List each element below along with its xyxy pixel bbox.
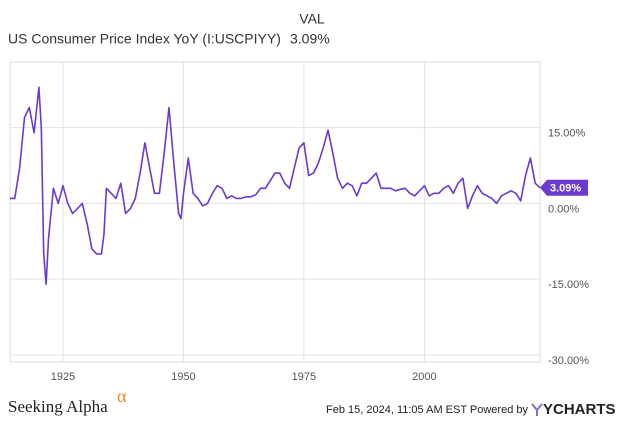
provider: YCHARTS [543, 401, 616, 418]
value-column-header: VAL [299, 11, 325, 27]
x-tick-label: 1925 [51, 371, 75, 383]
y-tick-label: 0.00% [548, 203, 579, 215]
brand-mark: α [117, 386, 127, 406]
x-tick-label: 2000 [412, 371, 436, 383]
x-tick-label: 1975 [292, 371, 316, 383]
timestamp: Feb 15, 2024, 11:05 AM EST Powered by [326, 404, 528, 416]
y-tick-label: 15.00% [548, 128, 586, 140]
plot-frame [9, 61, 541, 363]
latest-value: 3.09% [290, 31, 330, 47]
brand: Seeking Alpha [8, 397, 108, 416]
provider-logo [531, 403, 543, 416]
series-line [10, 86, 541, 285]
x-tick-label: 1950 [171, 371, 195, 383]
y-tick-label: -15.00% [548, 279, 589, 291]
y-tick-label: -30.00% [548, 355, 589, 367]
latest-tag [540, 179, 588, 196]
latest-tag-label: 3.09% [550, 183, 581, 195]
series-name: US Consumer Price Index YoY (I:USCPIYY) [8, 31, 281, 47]
